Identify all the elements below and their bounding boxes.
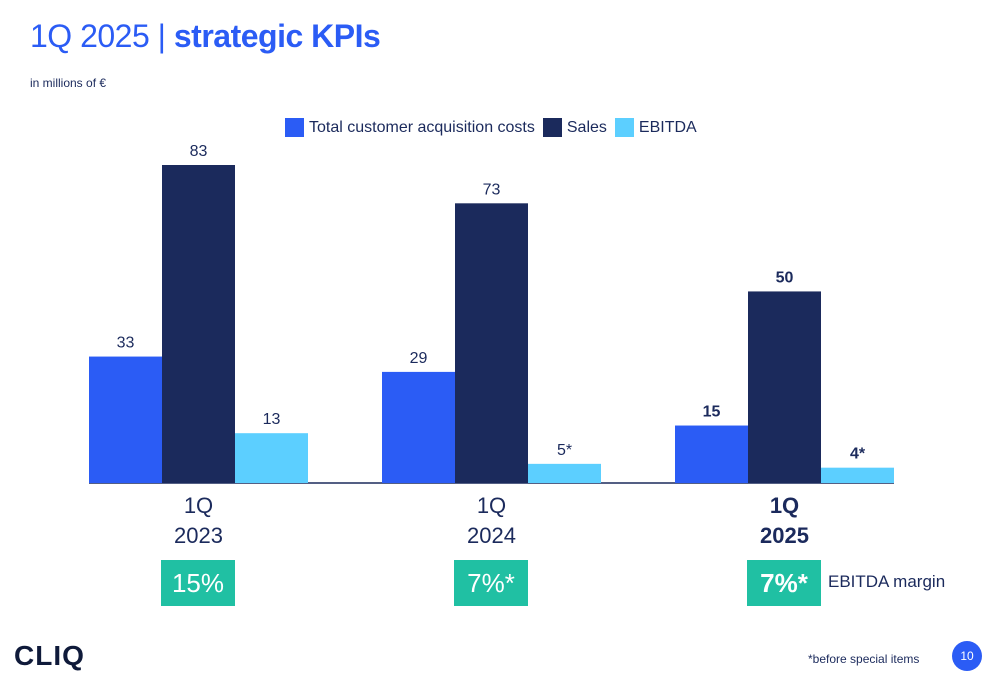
data-label: 83	[190, 143, 208, 160]
bar-total-customer-acquisition-costs-2025	[675, 425, 748, 483]
bar-ebitda-2024	[528, 463, 601, 483]
data-label: 29	[410, 350, 428, 367]
ebitda-margin-2025: 7%*	[747, 560, 821, 606]
bar-ebitda-2023	[235, 433, 308, 483]
legend-swatch-sales	[542, 118, 562, 137]
title-bold: strategic KPIs	[173, 18, 381, 54]
data-label: 50	[776, 269, 794, 286]
x-tick-label-2025: 1Q 2025	[760, 493, 809, 548]
legend-item-ebitda: EBITDA	[614, 118, 697, 137]
legend-item-sales: Sales	[542, 118, 607, 137]
ebitda-margin-2024: 7%*	[454, 560, 528, 606]
ebitda-margin-label: EBITDA margin	[828, 572, 946, 591]
bar-sales-2023	[162, 165, 235, 483]
bar-sales-2024	[455, 203, 528, 484]
bar-sales-2025	[748, 291, 821, 483]
bar-total-customer-acquisition-costs-2024	[382, 371, 455, 483]
data-label: 4*	[850, 446, 866, 463]
page-number: 10	[952, 641, 982, 671]
company-logo: CLIQ	[14, 640, 85, 671]
legend-label-ebitda: EBITDA	[638, 118, 697, 136]
legend-swatch-acquisition	[285, 118, 304, 137]
data-label: 73	[483, 181, 501, 198]
data-label: 15	[703, 404, 721, 421]
data-label: 33	[117, 335, 135, 352]
legend-label-acquisition: Total customer acquisition costs	[309, 118, 535, 136]
legend-label-sales: Sales	[566, 118, 607, 136]
bar-total-customer-acquisition-costs-2023	[89, 356, 162, 483]
x-tick-label-2024: 1Q 2024	[467, 493, 516, 548]
footnote: *before special items	[808, 652, 920, 666]
chart-subtitle: in millions of €	[30, 76, 107, 90]
data-label: 5*	[557, 442, 572, 459]
ebitda-margin-2023: 15%	[161, 560, 235, 606]
title-regular: 1Q 2025 |	[30, 18, 174, 54]
data-label: 13	[263, 411, 281, 428]
chart-legend: Total customer acquisition costs Sales E…	[285, 118, 697, 137]
x-tick-label-2023: 1Q 2023	[174, 493, 223, 548]
page-title: 1Q 2025 | strategic KPIs	[30, 18, 381, 55]
bar-ebitda-2025	[821, 467, 894, 483]
legend-item-acquisition: Total customer acquisition costs	[285, 118, 535, 137]
bar-chart: 33 83 13 1Q 2023 29 73 5* 1Q 2024 15 50 4* 1Q 2025	[89, 143, 894, 548]
legend-swatch-ebitda	[614, 118, 634, 137]
